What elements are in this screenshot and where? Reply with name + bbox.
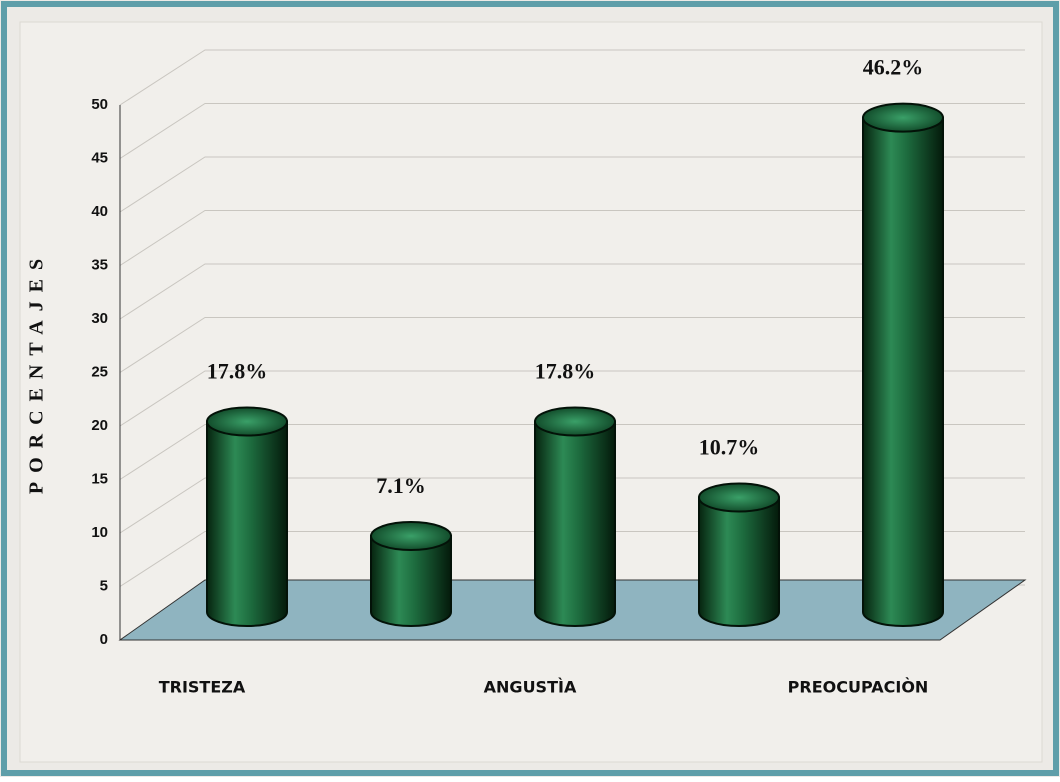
data-label: 17.8%: [535, 359, 596, 384]
x-tick-label: ANGUSTÌA: [484, 678, 577, 697]
bar-top: [370, 521, 452, 552]
data-label: 7.1%: [376, 473, 426, 498]
grid-line: [119, 370, 1025, 427]
bar: [370, 535, 452, 627]
grid-line: [119, 424, 1025, 480]
data-label: 10.7%: [699, 435, 760, 460]
data-label: 17.8%: [207, 359, 268, 384]
bar-top: [698, 482, 780, 513]
y-tick-label: 30: [91, 310, 108, 327]
bar-top: [206, 406, 288, 437]
y-tick-label: 45: [91, 149, 108, 166]
y-tick-label: 35: [91, 256, 108, 273]
bar: [534, 420, 616, 627]
grid-line: [119, 103, 1025, 159]
y-tick-label: 20: [91, 417, 108, 434]
y-tick-label: 25: [91, 363, 108, 380]
y-tick-label: 50: [91, 96, 108, 113]
y-tick-label: 40: [91, 203, 108, 220]
data-label: 46.2%: [863, 55, 924, 80]
bar: [698, 496, 780, 627]
bar: [862, 116, 944, 627]
grid-line: [119, 156, 1025, 213]
y-tick-label: 10: [91, 524, 108, 541]
bar-top: [862, 102, 944, 133]
grid-line: [119, 317, 1025, 373]
bar-top: [534, 406, 616, 437]
y-axis-label: PORCENTAJES: [26, 250, 48, 494]
y-tick-label: 15: [91, 470, 108, 487]
y-tick-label: 5: [100, 577, 108, 594]
grid-line: [119, 477, 1025, 534]
x-tick-label: PREOCUPACIÒN: [788, 678, 929, 697]
grid-line: [119, 49, 1025, 106]
grid-line: [119, 263, 1025, 320]
bar: [206, 420, 288, 627]
grid-line: [119, 210, 1025, 266]
y-tick-label: 0: [100, 631, 108, 648]
x-tick-label: TRISTEZA: [159, 678, 246, 697]
